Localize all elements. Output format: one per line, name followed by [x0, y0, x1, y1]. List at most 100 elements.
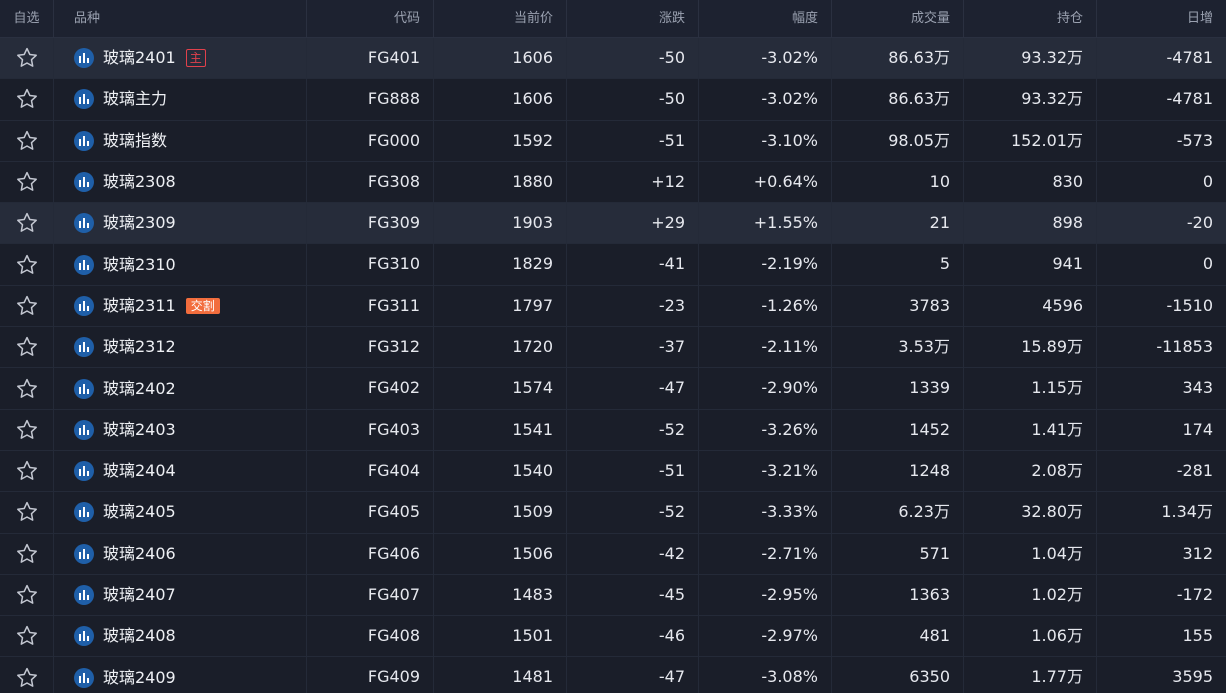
header-change[interactable]: 涨跌 — [567, 0, 699, 37]
instrument-name-cell[interactable]: 玻璃2311 交割 — [54, 285, 307, 327]
change-cell: -47 — [567, 657, 699, 693]
change-cell: -50 — [567, 38, 699, 79]
instrument-name-cell[interactable]: 玻璃2406 — [54, 533, 307, 574]
change-cell: -52 — [567, 409, 699, 450]
instrument-name-cell[interactable]: 玻璃2308 — [54, 161, 307, 203]
open-interest-cell: 1.02万 — [964, 574, 1097, 616]
instrument-name: 玻璃2311 — [103, 295, 176, 315]
bar-chart-logo-icon — [74, 419, 94, 440]
daily-change-cell: -4781 — [1166, 89, 1214, 109]
open-interest-cell: 1.06万 — [964, 616, 1097, 657]
header-daily-change[interactable]: 日增 — [1186, 11, 1213, 26]
table-row[interactable]: 玻璃指数 FG000 1592 -51 -3.10% 98.05万 152.01万 -573 — [0, 120, 1226, 162]
price-cell: 1880 — [434, 161, 567, 203]
table-row[interactable]: 玻璃2407 FG407 1483 -45 -2.95% 1363 1.02万 -172 — [0, 574, 1226, 617]
watchlist-star-button[interactable] — [0, 409, 54, 450]
percent-cell: +1.55% — [699, 203, 832, 244]
instrument-name-cell[interactable]: 玻璃主力 — [54, 79, 307, 120]
instrument-name-cell[interactable]: 玻璃2402 — [54, 368, 307, 409]
volume-cell: 1452 — [832, 409, 964, 450]
instrument-name-cell[interactable]: 玻璃2405 — [54, 492, 307, 533]
instrument-name-cell[interactable]: 玻璃2407 — [54, 574, 307, 616]
instrument-name: 玻璃2407 — [103, 585, 176, 604]
header-watchlist[interactable]: 自选 — [0, 0, 54, 37]
table-row[interactable]: 玻璃2312 FG312 1720 -37 -2.11% 3.53万 15.89万 -1185… — [0, 327, 1226, 369]
bar-chart-logo-icon — [74, 213, 94, 234]
table-row[interactable]: 玻璃2405 FG405 1509 -52 -3.33% 6.23万 32.80万 1.34万 — [0, 492, 1226, 534]
instrument-name: 玻璃主力 — [103, 89, 168, 109]
instrument-name-cell[interactable]: 玻璃2310 — [54, 244, 307, 285]
star-outline-icon — [15, 170, 39, 194]
percent-cell: -3.26% — [699, 409, 832, 450]
watchlist-star-button[interactable] — [0, 574, 54, 616]
code-cell: FG888 — [307, 79, 434, 120]
percent-cell: -3.02% — [699, 38, 832, 79]
header-volume[interactable]: 成交量 — [832, 0, 964, 37]
bar-chart-logo-icon — [74, 502, 94, 523]
table-row[interactable]: 玻璃2402 FG402 1574 -47 -2.90% 1339 1.15万 343 — [0, 368, 1226, 410]
open-interest-cell: 32.80万 — [964, 492, 1097, 533]
percent-cell: -2.90% — [699, 368, 832, 409]
watchlist-star-button[interactable] — [0, 38, 54, 79]
price-cell: 1509 — [434, 492, 567, 533]
change-cell: -51 — [567, 120, 699, 161]
watchlist-star-button[interactable] — [0, 657, 54, 693]
code-cell: FG403 — [307, 409, 434, 450]
table-row[interactable]: 玻璃2309 FG309 1903 +29 +1.55% 21 898 -20 — [0, 203, 1226, 245]
watchlist-star-button[interactable] — [0, 616, 54, 657]
watchlist-star-button[interactable] — [0, 79, 54, 120]
code-cell: FG309 — [307, 203, 434, 244]
watchlist-star-button[interactable] — [0, 533, 54, 574]
change-cell: -46 — [567, 616, 699, 657]
watchlist-star-button[interactable] — [0, 450, 54, 492]
header-code[interactable]: 代码 — [307, 0, 434, 37]
table-row[interactable]: 玻璃2409 FG409 1481 -47 -3.08% 6350 1.77万 3595 — [0, 657, 1226, 693]
header-price[interactable]: 当前价 — [434, 0, 567, 37]
table-row[interactable]: 玻璃2404 FG404 1540 -51 -3.21% 1248 2.08万 -281 — [0, 450, 1226, 493]
volume-cell: 6350 — [832, 657, 964, 693]
open-interest-cell: 1.41万 — [964, 409, 1097, 450]
star-outline-icon — [15, 129, 39, 153]
change-cell: -52 — [567, 492, 699, 533]
instrument-name-cell[interactable]: 玻璃2408 — [54, 616, 307, 657]
daily-change-cell: -4781 — [1166, 48, 1214, 67]
code-cell: FG408 — [307, 616, 434, 657]
watchlist-star-button[interactable] — [0, 161, 54, 203]
watchlist-star-button[interactable] — [0, 244, 54, 285]
header-open-interest[interactable]: 持仓 — [964, 0, 1097, 37]
table-row[interactable]: 玻璃2308 FG308 1880 +12 +0.64% 10 830 0 — [0, 161, 1226, 204]
instrument-name-cell[interactable]: 玻璃2403 — [54, 409, 307, 450]
watchlist-star-button[interactable] — [0, 203, 54, 244]
instrument-name-cell[interactable]: 玻璃2312 — [54, 327, 307, 368]
table-row[interactable]: 玻璃2401 主 FG401 1606 -50 -3.02% 86.63万 93.32万 -47… — [0, 38, 1226, 80]
percent-cell: +0.64% — [699, 161, 832, 203]
contract-tag: 主 — [185, 49, 206, 68]
price-cell: 1606 — [434, 79, 567, 120]
instrument-name-cell[interactable]: 玻璃2401 主 — [54, 38, 307, 79]
star-outline-icon — [15, 418, 39, 442]
percent-cell: -3.02% — [699, 79, 832, 120]
instrument-name: 玻璃2312 — [103, 337, 176, 357]
watchlist-star-button[interactable] — [0, 120, 54, 161]
table-row[interactable]: 玻璃2406 FG406 1506 -42 -2.71% 571 1.04万 312 — [0, 533, 1226, 575]
watchlist-star-button[interactable] — [0, 327, 54, 368]
header-name[interactable]: 品种 — [54, 0, 307, 37]
table-body: 玻璃2401 主 FG401 1606 -50 -3.02% 86.63万 93.32万 -47… — [0, 38, 1226, 693]
header-percent[interactable]: 幅度 — [699, 0, 832, 37]
table-row[interactable]: 玻璃2408 FG408 1501 -46 -2.97% 481 1.06万 155 — [0, 616, 1226, 658]
daily-change-cell: -281 — [1176, 460, 1213, 480]
table-row[interactable]: 玻璃2310 FG310 1829 -41 -2.19% 5 941 0 — [0, 244, 1226, 286]
open-interest-cell: 1.15万 — [964, 368, 1097, 409]
daily-change-cell: 3595 — [1172, 667, 1213, 687]
instrument-name-cell[interactable]: 玻璃2404 — [54, 450, 307, 492]
instrument-name-cell[interactable]: 玻璃2309 — [54, 203, 307, 244]
watchlist-star-button[interactable] — [0, 368, 54, 409]
instrument-name-cell[interactable]: 玻璃指数 — [54, 120, 307, 161]
watchlist-star-button[interactable] — [0, 492, 54, 533]
table-row[interactable]: 玻璃2403 FG403 1541 -52 -3.26% 1452 1.41万 174 — [0, 409, 1226, 451]
table-row[interactable]: 玻璃2311 交割 FG311 1797 -23 -1.26% 3783 4596 -1510 — [0, 285, 1226, 328]
watchlist-star-button[interactable] — [0, 285, 54, 327]
instrument-name-cell[interactable]: 玻璃2409 — [54, 657, 307, 693]
table-row[interactable]: 玻璃主力 FG888 1606 -50 -3.02% 86.63万 93.32万 -4781 — [0, 79, 1226, 121]
price-cell: 1606 — [434, 38, 567, 79]
